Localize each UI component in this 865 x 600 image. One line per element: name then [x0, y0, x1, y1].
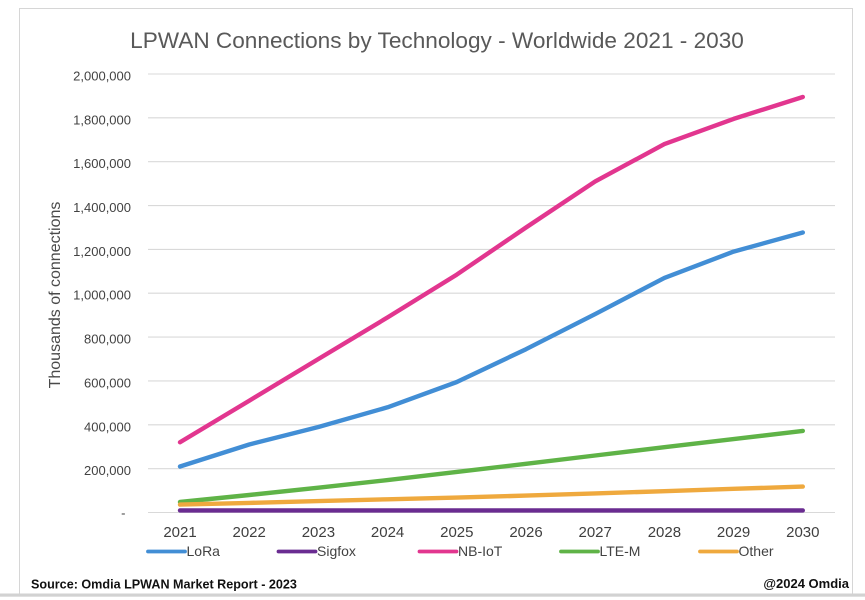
- svg-text:Sigfox: Sigfox: [317, 543, 356, 559]
- svg-text:2026: 2026: [509, 524, 542, 541]
- svg-text:Source: Omdia LPWAN Market Rep: Source: Omdia LPWAN Market Report - 2023: [31, 578, 297, 592]
- svg-text:2022: 2022: [233, 524, 266, 541]
- svg-text:@2024 Omdia: @2024 Omdia: [763, 576, 849, 591]
- svg-text:2030: 2030: [786, 524, 819, 541]
- svg-text:800,000: 800,000: [84, 332, 131, 347]
- svg-text:200,000: 200,000: [84, 463, 131, 478]
- svg-text:2027: 2027: [579, 524, 612, 541]
- svg-text:600,000: 600,000: [84, 375, 131, 390]
- svg-text:1,200,000: 1,200,000: [73, 244, 131, 259]
- svg-text:2,000,000: 2,000,000: [73, 69, 131, 84]
- svg-text:2024: 2024: [371, 524, 404, 541]
- svg-text:400,000: 400,000: [84, 419, 131, 434]
- svg-text:Thousands of connections: Thousands of connections: [47, 202, 64, 389]
- svg-text:LTE-M: LTE-M: [600, 543, 641, 559]
- svg-text:LPWAN Connections by Technolog: LPWAN Connections by Technology - Worldw…: [130, 28, 744, 53]
- svg-text:LoRa: LoRa: [187, 543, 221, 559]
- svg-text:2028: 2028: [648, 524, 681, 541]
- svg-text:1,600,000: 1,600,000: [73, 156, 131, 171]
- svg-text:2021: 2021: [163, 524, 196, 541]
- svg-text:Other: Other: [739, 543, 774, 559]
- svg-text:NB-IoT: NB-IoT: [458, 543, 503, 559]
- svg-text:2029: 2029: [717, 524, 750, 541]
- svg-text:2023: 2023: [302, 524, 335, 541]
- svg-text:1,800,000: 1,800,000: [73, 112, 131, 127]
- svg-text:1,400,000: 1,400,000: [73, 200, 131, 215]
- svg-text:1,000,000: 1,000,000: [73, 288, 131, 303]
- svg-text:-: -: [121, 506, 125, 521]
- svg-text:2025: 2025: [440, 524, 473, 541]
